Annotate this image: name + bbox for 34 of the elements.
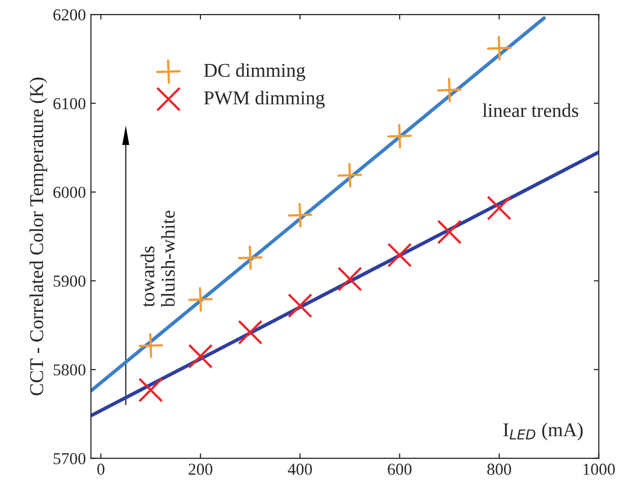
point [138,378,163,402]
point [238,320,263,345]
point [486,36,512,61]
point [138,333,163,358]
legend-label: DC dimming [204,63,306,81]
point [288,202,312,228]
x-tick-label: 1000 [584,464,615,475]
point [437,220,462,244]
point [387,124,412,148]
point [188,287,213,312]
point [486,196,512,220]
annotation: towards bluish-white [140,210,175,308]
y-tick-label: 6100 [53,98,86,110]
y-tick-label: 5800 [54,364,86,376]
point [238,245,263,270]
point [288,293,312,318]
point [437,78,462,102]
legend-label: PWM dimming [204,90,325,108]
y-tick-label: 6000 [53,186,86,198]
y-tick-label: 6200 [53,9,86,20]
y-tick-label: 5900 [54,276,86,287]
x-tick-label: 200 [188,464,212,475]
annotation: linear trends [482,103,578,118]
point [188,344,213,369]
x-tick-label: 400 [288,464,312,475]
x-axis-title: I$_{LED}$ (mA) [503,422,583,440]
x-tick-label: 0 [97,464,104,475]
y-axis-title: CCT - Correlated Color Temperature (K) [30,78,48,396]
point [338,266,362,292]
point [338,162,362,188]
point [387,242,412,268]
x-tick-label: 800 [487,464,512,475]
y-tick-label: 5700 [54,453,86,464]
x-tick-label: 600 [388,464,412,475]
